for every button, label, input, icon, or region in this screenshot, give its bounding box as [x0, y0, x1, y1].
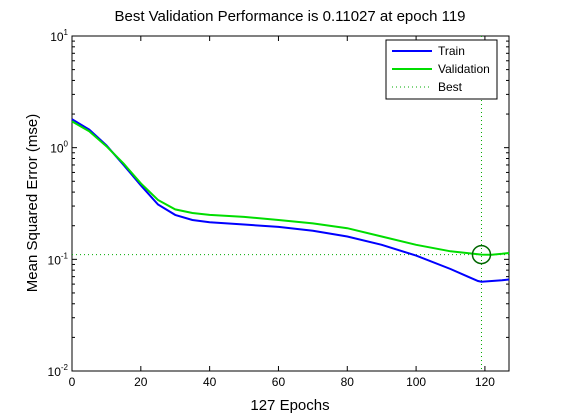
- x-tick-label: 80: [341, 375, 355, 389]
- best-markers: [72, 36, 509, 371]
- axis-ticks: 0 20 40 60 80 100 120 10-2 10-1 100 101: [48, 28, 509, 389]
- x-tick-label: 20: [134, 375, 148, 389]
- y-tick-label: 100: [50, 140, 68, 156]
- x-tick-label: 100: [406, 375, 426, 389]
- x-tick-label: 0: [69, 375, 76, 389]
- x-tick-label: 60: [272, 375, 286, 389]
- legend-label-validation: Validation: [438, 62, 490, 76]
- series-line-validation: [71, 120, 510, 256]
- x-tick-label: 40: [203, 375, 217, 389]
- best-point-marker: [471, 244, 492, 265]
- chart-title: Best Validation Performance is 0.11027 a…: [114, 8, 465, 25]
- series-line-train: [71, 118, 510, 283]
- y-tick-label: 10-2: [48, 363, 69, 379]
- x-tick-label: 120: [475, 375, 495, 389]
- series-layer: [71, 118, 510, 283]
- y-axis-label: Mean Squared Error (mse): [24, 114, 41, 292]
- y-tick-label: 101: [50, 28, 68, 44]
- legend-label-best: Best: [438, 80, 463, 94]
- y-tick-label: 10-1: [48, 251, 69, 267]
- legend-label-train: Train: [438, 44, 465, 58]
- x-axis-label: 127 Epochs: [250, 397, 329, 414]
- legend: Train Validation Best: [385, 39, 498, 100]
